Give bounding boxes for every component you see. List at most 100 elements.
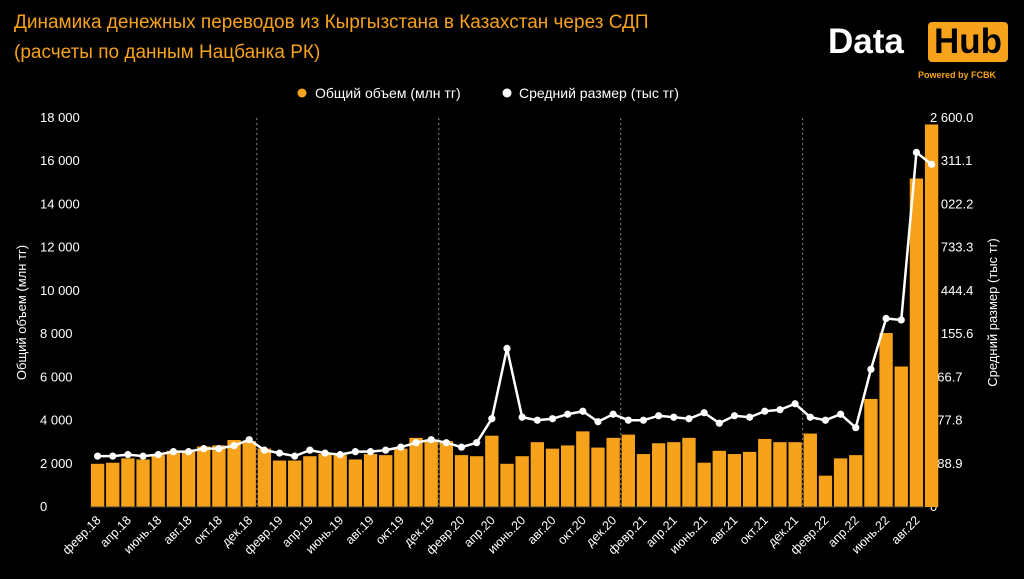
bar: [909, 178, 924, 507]
y2-tick-label: 1 733.3: [930, 240, 973, 255]
x-tick-label: февр.18: [60, 513, 104, 557]
bar: [409, 437, 423, 507]
bar: [363, 454, 378, 507]
bar: [500, 463, 514, 507]
line-point: [746, 413, 754, 421]
line-point: [821, 416, 830, 424]
legend-marker-bars: [297, 88, 307, 98]
bar: [727, 454, 742, 507]
bar: [212, 445, 226, 507]
line-point: [124, 451, 132, 459]
bar: [606, 437, 620, 507]
bar: [894, 366, 908, 507]
line-point: [806, 413, 814, 421]
y-tick-label: 8 000: [40, 326, 73, 341]
line-point: [200, 445, 208, 453]
line-point: [397, 443, 405, 451]
line-point: [412, 439, 420, 447]
y-tick-label: 10 000: [40, 283, 80, 298]
y2-tick-label: 2 311.1: [930, 153, 972, 168]
y-tick-label: 2 000: [40, 456, 73, 471]
x-tick-label: авг.22: [889, 513, 923, 547]
line-point: [837, 410, 845, 418]
y-tick-label: 18 000: [40, 110, 80, 125]
chart-title-line2: (расчеты по данным Нацбанка РК): [14, 42, 321, 63]
bar: [348, 459, 363, 507]
line-point: [730, 412, 739, 420]
line-point: [518, 413, 526, 421]
bar: [121, 458, 135, 507]
line-point: [503, 344, 511, 353]
line-point: [897, 316, 905, 324]
line-point: [882, 314, 890, 323]
legend-marker-line: [502, 88, 512, 98]
bar: [682, 437, 696, 507]
line-point: [533, 416, 541, 424]
x-tick-label: окт.19: [373, 513, 407, 547]
y-tick-label: 16 000: [40, 153, 80, 168]
y-tick-label: 14 000: [40, 196, 80, 211]
line-point: [306, 446, 314, 454]
x-tick-label: окт.20: [555, 513, 589, 547]
line-point: [442, 439, 450, 447]
x-tick-label: авг.19: [343, 513, 377, 547]
line-point: [139, 452, 147, 460]
bar: [197, 446, 211, 507]
bar: [773, 442, 787, 507]
line-point: [655, 412, 663, 420]
y2-tick-label: 1 155.6: [930, 326, 973, 341]
line-point: [594, 418, 602, 426]
y2-tick-label: 2 600.0: [930, 110, 973, 125]
logo-powered-by: Powered by FCBK: [918, 70, 997, 80]
line-point: [564, 410, 572, 418]
bar: [318, 454, 332, 507]
bar: [818, 475, 833, 507]
y-tick-label: 4 000: [40, 413, 73, 428]
line-point: [761, 407, 769, 415]
bar: [257, 448, 272, 507]
bar: [394, 448, 408, 507]
line-point: [109, 452, 117, 460]
line-point: [245, 436, 253, 444]
legend-label-bars: Общий объем (млн тг): [315, 85, 461, 101]
line-point: [912, 148, 921, 157]
bar: [742, 451, 757, 507]
bar: [272, 460, 287, 507]
bar: [788, 442, 802, 507]
bar: [242, 441, 256, 507]
line-point: [230, 442, 238, 450]
bar: [864, 398, 878, 507]
x-tick-label: авг.18: [161, 513, 195, 547]
line-point: [351, 448, 359, 456]
bar: [833, 458, 848, 507]
x-tick-label: окт.18: [191, 513, 225, 547]
bar: [303, 456, 317, 507]
line-point: [366, 448, 375, 456]
line-point: [488, 415, 496, 423]
line-point: [715, 419, 723, 427]
bar: [136, 459, 150, 507]
bar: [90, 463, 105, 507]
line-point: [639, 416, 648, 424]
bar: [485, 435, 499, 507]
logo-data-text: Data: [828, 22, 904, 61]
bar: [166, 450, 181, 507]
y-axis-title: Общий объем (млн тг): [14, 245, 29, 380]
line-point: [275, 449, 284, 457]
line-point: [291, 452, 299, 460]
line-point: [700, 409, 708, 417]
line-point: [215, 445, 223, 453]
line-point: [685, 415, 693, 423]
legend-label-line: Средний размер (тыс тг): [519, 85, 679, 101]
logo-hub-text: Hub: [928, 22, 1009, 62]
bar: [879, 333, 893, 507]
line-point: [260, 446, 268, 454]
bar: [288, 460, 302, 507]
line-point: [154, 451, 162, 459]
chart-title: Динамика денежных переводов из Кыргызста…: [14, 8, 649, 68]
line-point: [473, 439, 481, 447]
y2-tick-label: 1 444.4: [930, 283, 973, 298]
bar: [333, 455, 347, 507]
chart-title-line1: Динамика денежных переводов из Кыргызста…: [14, 12, 649, 33]
bar: [227, 440, 241, 507]
